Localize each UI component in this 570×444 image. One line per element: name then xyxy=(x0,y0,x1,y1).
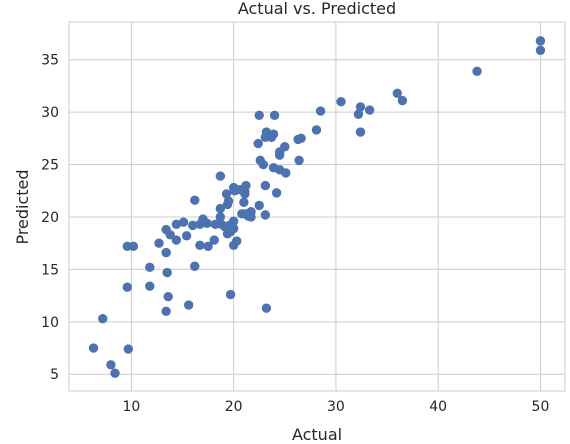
data-point xyxy=(281,168,291,178)
data-point xyxy=(215,203,226,214)
y-tick-label: 5 xyxy=(50,367,59,383)
data-point xyxy=(535,36,546,46)
data-point xyxy=(254,110,264,120)
data-point xyxy=(336,96,346,107)
tick-labels: 10 20 30 40 50 5 10 15 20 25 30 35 xyxy=(41,53,549,415)
data-point xyxy=(190,195,200,205)
data-point xyxy=(239,197,249,208)
data-point xyxy=(364,105,375,115)
data-point xyxy=(355,102,366,112)
data-point xyxy=(128,241,139,252)
data-point xyxy=(260,210,271,220)
data-point xyxy=(161,306,171,317)
data-point xyxy=(98,313,108,324)
data-point xyxy=(183,300,194,310)
data-point xyxy=(171,235,182,245)
data-point xyxy=(190,261,200,271)
grid xyxy=(69,22,565,391)
data-point xyxy=(203,241,213,252)
data-point xyxy=(535,45,546,56)
data-point xyxy=(195,219,205,230)
data-point xyxy=(122,282,132,292)
data-point xyxy=(311,125,322,135)
data-point xyxy=(258,159,269,170)
data-point xyxy=(271,188,282,198)
x-tick-label: 30 xyxy=(327,399,345,415)
data-point xyxy=(145,281,155,291)
data-point xyxy=(163,291,173,302)
y-tick-label: 25 xyxy=(41,158,59,174)
data-point xyxy=(246,207,256,217)
data-point xyxy=(240,189,250,199)
data-point xyxy=(222,199,233,210)
plot-frame xyxy=(68,21,566,392)
data-point xyxy=(254,200,264,211)
data-point xyxy=(215,212,226,222)
data-point xyxy=(88,343,99,353)
data-point xyxy=(228,223,239,234)
data-point xyxy=(110,368,120,378)
data-point xyxy=(145,262,155,273)
chart-title: Actual vs. Predicted xyxy=(238,0,396,18)
data-point xyxy=(188,220,198,231)
data-point xyxy=(209,235,219,245)
data-point xyxy=(253,138,263,149)
data-point xyxy=(392,88,402,98)
data-point xyxy=(260,180,271,191)
data-point xyxy=(202,218,212,228)
data-point xyxy=(106,360,116,370)
data-point xyxy=(274,150,285,160)
y-tick-label: 20 xyxy=(41,210,59,226)
data-point xyxy=(353,109,364,119)
y-axis-title: Predicted xyxy=(13,169,32,244)
data-point xyxy=(294,155,304,166)
data-point xyxy=(171,219,182,230)
x-tick-label: 50 xyxy=(532,399,550,415)
data-point xyxy=(123,344,134,354)
y-tick-label: 10 xyxy=(41,315,59,331)
data-point xyxy=(154,238,164,248)
data-point xyxy=(165,230,175,240)
data-point xyxy=(161,247,171,258)
data-point xyxy=(315,106,326,116)
x-tick-label: 20 xyxy=(225,399,243,415)
data-point xyxy=(181,231,192,241)
x-tick-label: 40 xyxy=(429,399,447,415)
x-axis-title: Actual xyxy=(292,425,342,444)
data-point xyxy=(228,240,239,250)
data-points xyxy=(88,36,546,378)
data-point xyxy=(162,267,172,278)
data-point xyxy=(261,303,272,313)
data-point xyxy=(293,134,303,145)
data-point xyxy=(269,110,280,120)
data-point xyxy=(178,217,189,227)
data-point xyxy=(228,216,239,226)
data-point xyxy=(222,229,233,239)
data-point xyxy=(221,189,232,199)
x-tick-label: 10 xyxy=(122,399,140,415)
data-point xyxy=(195,240,205,250)
y-tick-label: 35 xyxy=(41,53,59,69)
data-point xyxy=(355,127,366,137)
data-point xyxy=(266,132,277,143)
data-point xyxy=(397,95,408,106)
y-tick-label: 30 xyxy=(41,105,59,121)
data-point xyxy=(472,66,482,76)
data-point xyxy=(215,171,226,181)
data-point xyxy=(225,289,236,300)
y-tick-label: 15 xyxy=(41,262,59,278)
